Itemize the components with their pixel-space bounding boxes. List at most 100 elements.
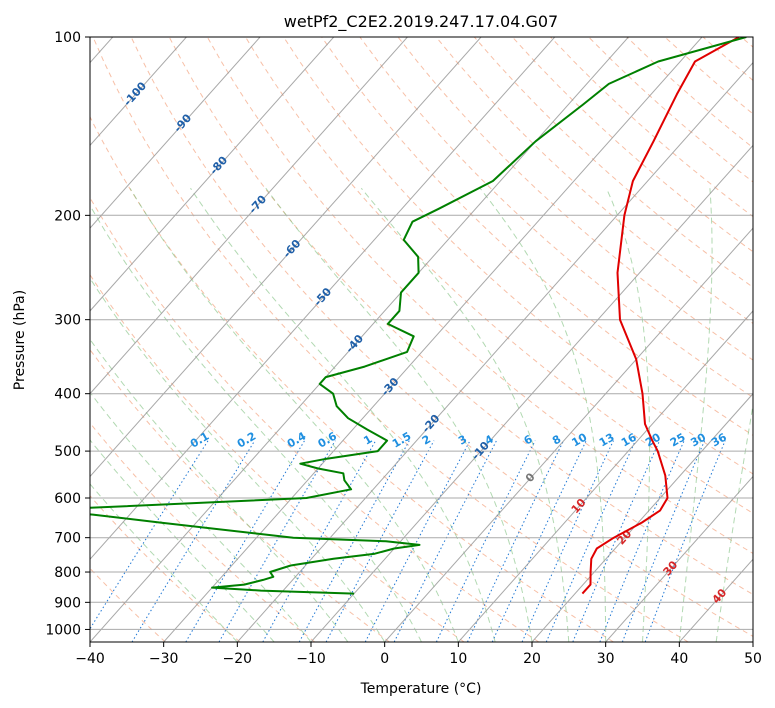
- y-tick-label: 300: [54, 313, 81, 329]
- x-tick-label: 0: [380, 651, 389, 667]
- mixing-ratio-line: [467, 440, 565, 642]
- isotherm-line: [236, 61, 753, 642]
- isotherm-line: [90, 37, 188, 147]
- dry-adiabat-line: [550, 37, 753, 218]
- moist-adiabat-line: [90, 204, 422, 642]
- dry-adiabat-line: [359, 37, 753, 398]
- mixing-ratio-line: [325, 440, 435, 642]
- mixing-ratio-line: [644, 440, 726, 642]
- moist-adiabat-line: [479, 187, 607, 642]
- x-tick-label: 40: [670, 651, 688, 667]
- isotherm-line: [163, 37, 703, 642]
- mixing-ratio-label: 0.2: [235, 430, 258, 451]
- x-tick-label: 20: [523, 651, 541, 667]
- mixing-ratio-line: [545, 440, 636, 642]
- isotherm-line: [457, 310, 753, 642]
- background-lines: [0, 10, 753, 654]
- dry-adiabat-line: [435, 37, 753, 325]
- mixing-ratio-label: 16: [619, 430, 639, 449]
- isotherm-line: [384, 227, 753, 642]
- dry-adiabat-line: [90, 273, 465, 642]
- isotherm-line: [531, 392, 753, 642]
- isotherm-line: [678, 558, 753, 642]
- x-tick-label: −30: [149, 651, 179, 667]
- dry-adiabat-line: [245, 37, 753, 514]
- isotherm-line: [90, 37, 409, 395]
- dry-adiabat-line: [740, 37, 753, 48]
- dry-adiabat-line: [321, 37, 753, 436]
- dry-adiabat-line: [90, 196, 540, 642]
- plot-frame: [89, 36, 754, 643]
- mixing-ratio-line: [90, 440, 209, 630]
- moist-adiabat-line: [129, 187, 459, 642]
- mixing-ratio-label: 25: [668, 431, 688, 450]
- y-tick-label: 1000: [45, 622, 81, 638]
- mixing-ratio-line: [491, 440, 587, 642]
- moist-adiabat-line: [265, 187, 533, 642]
- moist-adiabat-line: [90, 391, 312, 642]
- moist-adiabat-line: [190, 187, 496, 642]
- x-tick-label: −40: [75, 651, 105, 667]
- y-axis-ticks: 100 200 300 400 500 600 700 800 900 1000: [45, 30, 90, 638]
- mixing-ratio-label: 2: [420, 433, 433, 448]
- mixing-ratio-line: [572, 440, 661, 642]
- mixing-ratio-label: 0.1: [188, 430, 211, 451]
- mixing-ratio-label: 3: [456, 433, 469, 448]
- y-tick-label: 200: [54, 208, 81, 224]
- y-tick-label: 400: [54, 387, 81, 403]
- mixing-ratio-label: 0.4: [285, 429, 309, 450]
- moist-adiabat-line: [90, 277, 386, 642]
- y-tick-label: 900: [54, 595, 81, 611]
- pressure-gridlines: [90, 36, 753, 630]
- mixing-ratio-line: [599, 440, 685, 642]
- x-tick-label: 10: [449, 651, 467, 667]
- dry-adiabat-line: [130, 37, 753, 637]
- isotherm-line: [90, 37, 630, 642]
- mixing-ratio-label: 20: [643, 430, 663, 449]
- profile-series: [90, 37, 747, 595]
- mixing-ratio-label: 8: [550, 433, 563, 448]
- isotherm-line: [310, 144, 753, 642]
- y-tick-label: 700: [54, 531, 81, 547]
- x-tick-label: −10: [296, 651, 326, 667]
- mixing-ratio-line: [262, 440, 377, 642]
- moist-adiabat-line: [715, 402, 753, 642]
- y-tick-label: 100: [54, 30, 81, 46]
- moist-adiabat-line: [605, 187, 651, 642]
- x-axis-label: Temperature (°C): [360, 681, 482, 697]
- moist-adiabat-line: [90, 338, 349, 642]
- isotherm-line: [0, 10, 63, 654]
- background-line-labels: -100-90-80-70-60-50-40-30-20-10010203040…: [121, 79, 730, 606]
- mixing-ratio-line: [185, 440, 306, 642]
- x-tick-label: −20: [223, 651, 253, 667]
- isotherm-line: [90, 37, 261, 229]
- dry-adiabat-line: [397, 37, 753, 361]
- x-axis-ticks: −40 −30 −20 −10 0 10 20 30 40 50: [75, 642, 762, 667]
- profile-line: [90, 37, 747, 595]
- mixing-ratio-line: [435, 440, 536, 642]
- dry-adiabat-line: [206, 37, 753, 554]
- dry-adiabat-line: [702, 37, 753, 82]
- mixing-ratio-label: 36: [709, 430, 729, 449]
- y-tick-label: 600: [54, 491, 81, 507]
- mixing-ratio-line: [131, 440, 256, 642]
- isotherm-line: [90, 37, 556, 561]
- isotherm-line: [605, 475, 753, 642]
- dry-adiabat-line: [90, 422, 316, 642]
- mixing-ratio-line: [521, 440, 614, 642]
- chart-title: wetPf2_C2E2.2019.247.17.04.G07: [284, 12, 558, 32]
- x-tick-label: 50: [744, 651, 762, 667]
- dry-adiabat-line: [473, 37, 753, 288]
- isotherm-line: [90, 37, 335, 312]
- dry-adiabat-line: [168, 37, 753, 596]
- moist-adiabat-line: [90, 439, 275, 642]
- mixing-ratio-line: [218, 440, 336, 642]
- isotherm-line: [752, 641, 753, 642]
- mixing-ratio-line: [298, 440, 410, 642]
- x-tick-label: 30: [597, 651, 615, 667]
- moist-adiabat-line: [360, 187, 570, 642]
- mixing-ratio-label: 13: [597, 431, 617, 450]
- moist-adiabat-line: [90, 483, 238, 642]
- dry-adiabat-line: [90, 348, 390, 642]
